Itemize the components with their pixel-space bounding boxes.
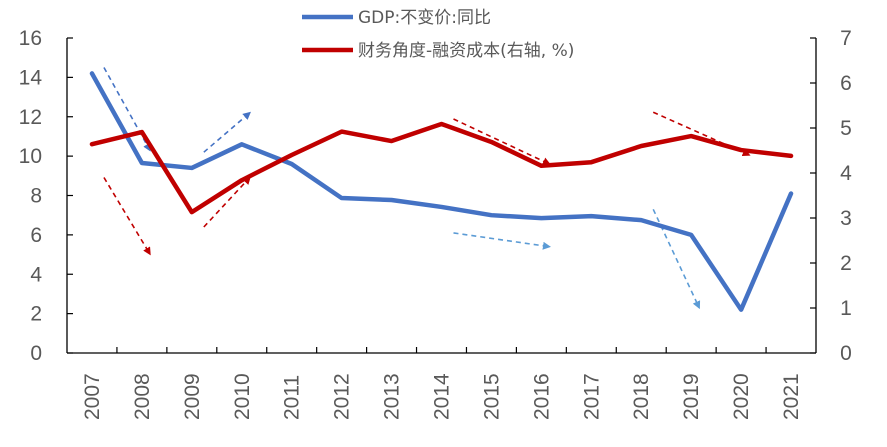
left-axis-tick-label: 6 — [30, 224, 42, 247]
x-axis-tick-label: 2015 — [480, 373, 503, 420]
x-axis-tick-label: 2012 — [331, 373, 354, 420]
right-axis-tick-label: 3 — [840, 207, 852, 230]
trend-arrow — [203, 176, 251, 228]
right-axis-tick-label: 5 — [840, 117, 852, 140]
x-axis-tick-label: 2020 — [730, 373, 753, 420]
x-axis-tick-label: 2010 — [231, 373, 254, 420]
legend-label-financing-cost: 财务角度-融资成本(右轴, %) — [358, 41, 574, 61]
right-axis-tick-label: 1 — [840, 297, 852, 320]
left-axis-tick-label: 2 — [30, 303, 42, 326]
x-axis-tick-label: 2018 — [630, 373, 653, 420]
x-axis-tick-label: 2008 — [131, 373, 154, 420]
x-axis-tick-label: 2007 — [81, 373, 104, 420]
left-axis-tick-label: 12 — [19, 106, 42, 129]
left-axis-tick-label: 8 — [30, 185, 42, 208]
legend-label-gdp: GDP:不变价:同比 — [358, 8, 491, 28]
series-lines — [89, 71, 794, 312]
x-axis-tick-label: 2011 — [281, 375, 304, 420]
x-axis-tick-label: 2021 — [780, 373, 803, 420]
right-axis-tick-label: 6 — [840, 72, 852, 95]
left-axis-tick-label: 4 — [30, 263, 42, 286]
x-axis-tick-label: 2019 — [680, 373, 703, 420]
series-line-gdp — [89, 71, 794, 312]
x-axis-tick-label: 2016 — [530, 373, 553, 420]
right-axis-tick-label: 0 — [840, 342, 852, 365]
right-axis-tick-label: 4 — [840, 162, 852, 185]
right-axis-tick-label: 2 — [840, 252, 852, 275]
left-axis-tick-label: 0 — [30, 342, 42, 365]
right-axis-tick-label: 7 — [840, 27, 852, 50]
x-axis-tick-label: 2013 — [381, 373, 404, 420]
left-axis-tick-label: 16 — [19, 27, 42, 50]
trend-arrow — [103, 67, 151, 152]
trend-arrows — [103, 67, 751, 310]
trend-arrow — [103, 177, 151, 256]
trend-arrow — [203, 111, 251, 153]
x-axis-tick-label: 2014 — [431, 373, 454, 420]
trend-arrow — [453, 118, 551, 165]
left-axis-tick-label: 10 — [19, 145, 42, 168]
left-axis-tick-label: 14 — [19, 66, 43, 89]
x-axis-tick-label: 2017 — [580, 373, 603, 420]
trend-arrow — [453, 232, 551, 250]
legend: GDP:不变价:同比 财务角度-融资成本(右轴, %) — [302, 8, 574, 61]
x-axis-tick-label: 2009 — [181, 373, 204, 420]
